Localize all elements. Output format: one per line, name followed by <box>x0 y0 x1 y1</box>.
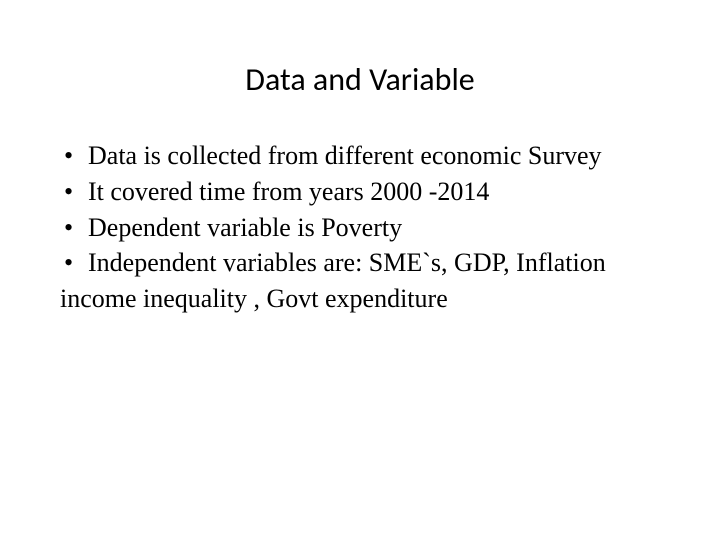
bullet-item: It covered time from years 2000 -2014 <box>60 175 660 209</box>
slide-content: Data is collected from different economi… <box>60 139 660 316</box>
bullet-item: Data is collected from different economi… <box>60 139 660 173</box>
bullet-item: Independent variables are: SME`s, GDP, I… <box>60 246 660 280</box>
slide: Data and Variable Data is collected from… <box>0 0 720 540</box>
bullet-item: Dependent variable is Poverty <box>60 211 660 245</box>
slide-title: Data and Variable <box>60 60 660 99</box>
trailing-text: income inequality , Govt expenditure <box>60 282 660 316</box>
bullet-list: Data is collected from different economi… <box>60 139 660 280</box>
